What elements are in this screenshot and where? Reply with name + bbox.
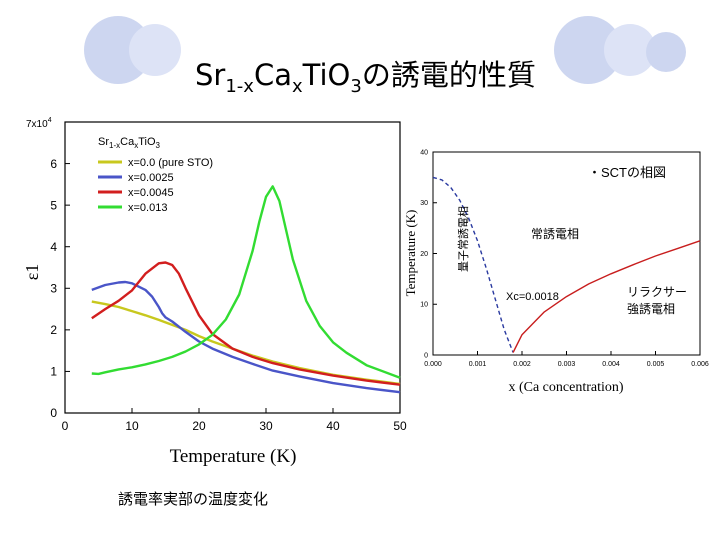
legend-label: x=0.0045 <box>128 187 174 199</box>
series-line-0 <box>91 300 401 386</box>
y-tick-label: 5 <box>50 198 57 212</box>
y-tick-label: 0 <box>424 352 428 359</box>
x-tick-label: 10 <box>125 419 139 433</box>
legend-entry: x=0.013 <box>98 202 167 214</box>
region-label-relaxor-1: リラクサー <box>627 285 687 299</box>
legend-label: x=0.0025 <box>128 172 174 184</box>
decor-circle-small <box>646 32 686 72</box>
x-tick-label: 20 <box>192 419 206 433</box>
x-tick-label: 0.002 <box>513 361 531 368</box>
legend-label: x=0.013 <box>128 202 167 214</box>
chart2-x-ticks: 0.000 0.001 0.002 0.003 0.004 0.005 0.006 <box>424 351 709 368</box>
x-tick-label: 40 <box>326 419 340 433</box>
y-tick-label: 3 <box>50 281 57 295</box>
critical-point-label: Xc=0.0018 <box>506 291 559 303</box>
slide-caption: 誘電率実部の温度変化 <box>118 490 269 508</box>
series-line-1 <box>512 240 701 353</box>
decor-circle-large-2 <box>554 16 622 84</box>
slide-title: Sr1-xCaxTiO3の誘電的性質 <box>195 58 536 97</box>
y-tick-label: 40 <box>420 149 428 156</box>
y-tick-label: 0 <box>50 406 57 420</box>
x-tick-label: 0.003 <box>558 361 576 368</box>
decor-circle-medium-2 <box>604 24 656 76</box>
region-label-paraelectric: 常誘電相 <box>531 227 579 241</box>
x-tick-label: 0.004 <box>602 361 620 368</box>
dielectric-chart: 0 10 20 30 40 50 0 1 2 3 4 5 6 7x104 ε1 Temperature… <box>22 117 407 467</box>
chart1-y-ticks: 0 1 2 3 4 5 6 <box>50 157 70 420</box>
chart2-series <box>432 176 701 353</box>
y-tick-label: 20 <box>420 251 428 258</box>
region-label-relaxor-2: 強誘電相 <box>627 302 675 316</box>
x-tick-label: 0 <box>62 419 69 433</box>
legend-title: Sr1-xCaxTiO3 <box>98 136 161 150</box>
chart2-x-label: x (Ca concentration) <box>508 380 623 395</box>
y-tick-label: 6 <box>50 157 57 171</box>
x-tick-label: 0.006 <box>691 361 709 368</box>
legend-entry: x=0.0045 <box>98 187 174 199</box>
chart1-y-label: ε1 <box>22 264 42 281</box>
chart2-y-ticks: 0 10 20 30 40 <box>420 149 437 359</box>
series-line-0 <box>432 176 514 353</box>
y-tick-label: 4 <box>50 240 57 254</box>
decor-circle-large <box>84 16 152 84</box>
phase-diagram-chart: 0.000 0.001 0.002 0.003 0.004 0.005 0.006 0 10 2… <box>403 149 709 395</box>
region-label-quantum-paraelectric: 量子常誘電相 <box>457 206 470 272</box>
x-tick-label: 0.000 <box>424 361 442 368</box>
chart1-x-label: Temperature (K) <box>170 446 297 467</box>
legend-entry: x=0.0025 <box>98 172 174 184</box>
legend-entry: x=0.0 (pure STO) <box>98 157 213 169</box>
legend-label: x=0.0 (pure STO) <box>128 157 213 169</box>
y-tick-label: 10 <box>420 302 428 309</box>
series-line-2 <box>91 261 401 386</box>
chart1-series <box>91 185 401 394</box>
x-tick-label: 0.001 <box>469 361 487 368</box>
y-tick-label: 1 <box>50 365 57 379</box>
chart1-x-ticks: 0 10 20 30 40 50 <box>62 408 407 433</box>
x-tick-label: 50 <box>393 419 407 433</box>
x-tick-label: 0.005 <box>647 361 665 368</box>
y-tick-label: 2 <box>50 323 57 337</box>
series-line-1 <box>91 280 401 394</box>
chart2-subtitle: ・SCTの相図 <box>588 165 666 180</box>
x-tick-label: 30 <box>259 419 273 433</box>
chart1-y-multiplier: 7x104 <box>26 117 52 130</box>
decor-circle-medium <box>129 24 181 76</box>
chart2-plot-frame <box>432 151 701 356</box>
chart2-y-label: Temperature (K) <box>403 210 418 297</box>
series-line-3 <box>91 185 401 379</box>
chart1-plot-frame <box>64 121 401 414</box>
y-tick-label: 30 <box>420 200 428 207</box>
chart1-legend: Sr1-xCaxTiO3 x=0.0 (pure STO) x=0.0025 x… <box>98 136 213 214</box>
